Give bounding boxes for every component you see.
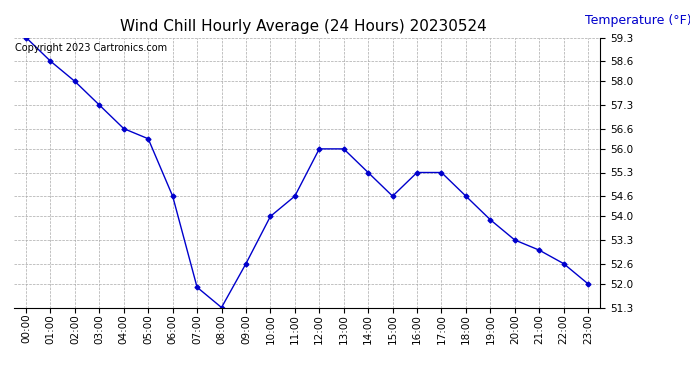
Text: Wind Chill Hourly Average (24 Hours) 20230524: Wind Chill Hourly Average (24 Hours) 202… <box>120 19 487 34</box>
Text: Temperature (°F): Temperature (°F) <box>584 14 690 27</box>
Text: Copyright 2023 Cartronics.com: Copyright 2023 Cartronics.com <box>15 43 167 53</box>
